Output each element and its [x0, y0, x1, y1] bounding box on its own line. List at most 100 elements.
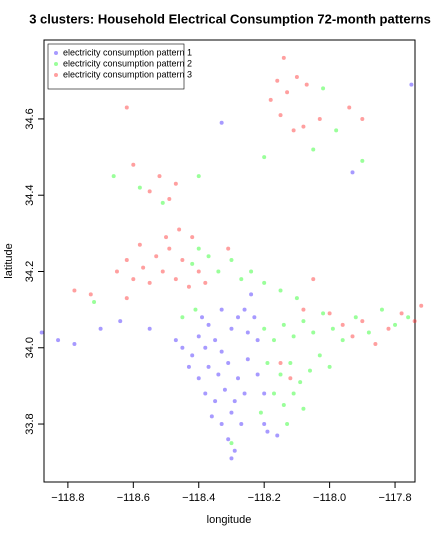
point	[327, 311, 332, 316]
point	[239, 277, 244, 282]
point	[291, 334, 296, 339]
point	[245, 330, 250, 335]
point	[72, 288, 77, 293]
x-tick-label: −118.2	[248, 492, 281, 504]
point	[409, 82, 414, 87]
point	[219, 422, 224, 427]
x-tick-label: −118.4	[182, 492, 215, 504]
point	[229, 441, 234, 446]
point	[281, 322, 286, 327]
point	[265, 361, 270, 366]
point	[285, 90, 290, 95]
point	[291, 391, 296, 396]
y-axis-label: latitude	[3, 243, 15, 278]
point	[124, 258, 129, 263]
legend-label: electricity consumption pattern 2	[63, 58, 192, 68]
point	[124, 296, 129, 301]
point	[281, 55, 286, 60]
point	[196, 174, 201, 179]
point	[268, 97, 273, 102]
point	[219, 120, 224, 125]
point	[196, 269, 201, 274]
point	[353, 315, 358, 320]
point	[124, 105, 129, 110]
point	[154, 254, 159, 259]
point	[98, 326, 103, 331]
point	[164, 235, 169, 240]
point	[271, 338, 276, 343]
point	[275, 78, 280, 83]
point	[321, 86, 326, 91]
point	[360, 158, 365, 163]
point	[216, 372, 221, 377]
point	[258, 410, 263, 415]
point	[278, 361, 283, 366]
point	[301, 124, 306, 129]
point	[167, 246, 172, 251]
point	[298, 380, 303, 385]
point	[232, 399, 237, 404]
point	[294, 296, 299, 301]
point	[226, 361, 231, 366]
point	[373, 341, 378, 346]
point	[262, 326, 267, 331]
point	[242, 391, 247, 396]
point	[229, 258, 234, 263]
point	[419, 303, 424, 308]
point	[196, 246, 201, 251]
point	[72, 341, 77, 346]
point	[262, 280, 267, 285]
point	[203, 345, 208, 350]
y-tick-label: 34.4	[24, 185, 36, 206]
chart-title: 3 clusters: Household Electrical Consump…	[29, 11, 431, 26]
point	[265, 429, 270, 434]
point	[340, 322, 345, 327]
point	[239, 422, 244, 427]
point	[229, 410, 234, 415]
point	[137, 242, 142, 247]
point	[304, 82, 309, 87]
point	[393, 322, 398, 327]
point	[160, 269, 165, 274]
point	[262, 391, 267, 396]
point	[301, 307, 306, 312]
point	[386, 326, 391, 331]
point	[307, 368, 312, 373]
point	[190, 235, 195, 240]
point	[317, 353, 322, 358]
point	[114, 269, 119, 274]
point	[412, 319, 417, 324]
point	[186, 284, 191, 289]
point	[255, 372, 260, 377]
point	[252, 315, 257, 320]
point	[213, 338, 218, 343]
point	[271, 391, 276, 396]
point	[311, 147, 316, 152]
point	[118, 319, 123, 324]
point	[294, 74, 299, 79]
point	[111, 174, 116, 179]
point	[242, 307, 247, 312]
point	[281, 402, 286, 407]
x-tick-label: −118.8	[51, 492, 84, 504]
point	[278, 288, 283, 293]
legend-label: electricity consumption pattern 1	[63, 47, 192, 57]
point	[311, 330, 316, 335]
point	[147, 280, 152, 285]
point	[321, 311, 326, 316]
point	[278, 372, 283, 377]
point	[285, 422, 290, 427]
point	[219, 307, 224, 312]
point	[206, 364, 211, 369]
point	[226, 246, 231, 251]
point	[173, 338, 178, 343]
point	[278, 113, 283, 118]
point	[360, 116, 365, 121]
point	[180, 315, 185, 320]
point	[330, 326, 335, 331]
point	[131, 277, 136, 282]
point	[213, 399, 218, 404]
point	[177, 227, 182, 232]
point	[180, 345, 185, 350]
point	[203, 280, 208, 285]
